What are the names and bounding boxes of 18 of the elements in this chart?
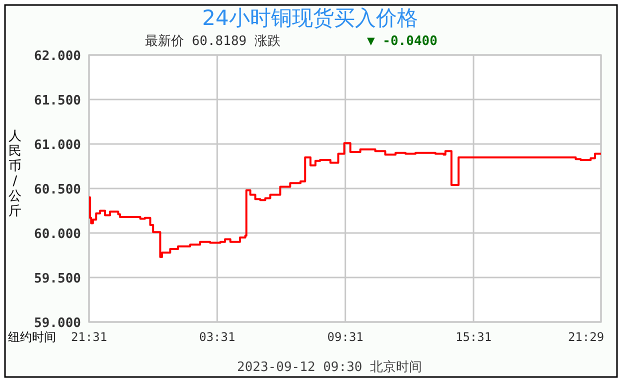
- x-tick-label: 09:31: [327, 330, 364, 344]
- text: ▼ -0.0400: [367, 34, 438, 49]
- y-tick-label: 59.500: [34, 272, 82, 286]
- chart-title: 24小时铜现货买入价格: [202, 6, 418, 30]
- x-tick-label: 03:31: [199, 330, 236, 344]
- y-tick-label: 60.000: [34, 227, 82, 242]
- y-tick-label: 60.500: [34, 182, 82, 198]
- y-tick-label: 61.000: [34, 138, 82, 153]
- x-tick-label: 15:31: [455, 330, 492, 344]
- x-tick-label: 21:31: [70, 330, 108, 344]
- x-tick-label: 21:29: [568, 330, 604, 344]
- y-tick-label: 59.000: [34, 316, 82, 331]
- y-tick-label: 61.500: [34, 94, 82, 108]
- y-axis-title: 人民币/公斤: [8, 129, 22, 219]
- text: 2023-09-12 09:30 北京时间: [237, 360, 422, 375]
- y-tick-label: 62.000: [34, 49, 82, 64]
- x-axis-title: 纽约时间: [8, 330, 56, 344]
- chart-subtitle: 最新价 60.8189 涨跌: [145, 34, 280, 49]
